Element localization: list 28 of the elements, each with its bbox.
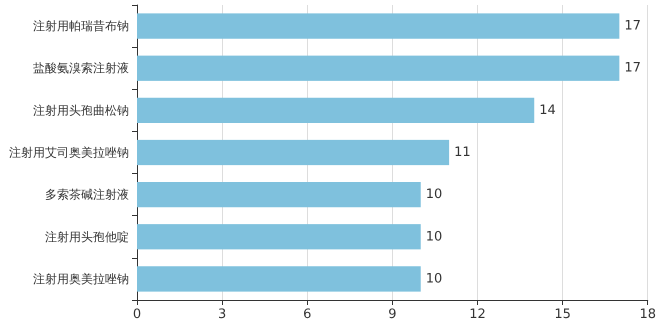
- data-label: 10: [426, 187, 442, 202]
- y-tick-label: 盐酸氨溴索注射液: [33, 61, 129, 76]
- y-tick-label: 多索茶碱注射液: [45, 188, 129, 202]
- x-tick-label: 12: [469, 307, 486, 322]
- bar: [137, 182, 421, 208]
- bar: [137, 56, 620, 81]
- x-tick-label: 15: [554, 307, 571, 322]
- data-label: 14: [539, 102, 556, 118]
- y-tick-label: 注射用帕瑞昔布钠: [33, 19, 129, 34]
- bar: [137, 98, 534, 123]
- x-tick-label: 0: [132, 307, 142, 322]
- y-tick-label: 注射用头孢曲松钠: [33, 103, 129, 118]
- bar: [137, 140, 450, 166]
- bar: [137, 266, 421, 292]
- x-tick-label: 3: [218, 307, 226, 322]
- bar: [137, 224, 421, 250]
- data-label: 11: [454, 145, 471, 160]
- y-tick-label: 注射用奥美拉唑钠: [33, 272, 129, 286]
- y-tick-label: 注射用头孢他啶: [45, 230, 129, 244]
- x-tick-label: 6: [303, 307, 312, 322]
- data-label: 17: [624, 60, 641, 76]
- data-label: 10: [426, 229, 442, 244]
- bar: [137, 13, 620, 39]
- y-tick-label: 注射用艾司奥美拉唑钠: [9, 146, 129, 160]
- x-tick-label: 9: [388, 307, 397, 322]
- data-label: 17: [624, 18, 641, 34]
- x-tick-label: 18: [639, 307, 656, 322]
- data-label: 10: [426, 271, 442, 286]
